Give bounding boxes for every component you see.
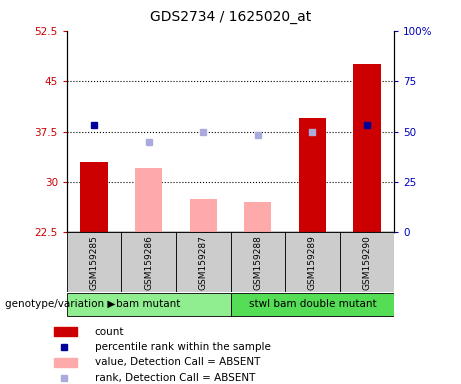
Text: GSM159286: GSM159286 (144, 235, 153, 290)
Bar (299, 118, 326, 232)
Text: GSM159288: GSM159288 (253, 235, 262, 290)
Text: GSM159289: GSM159289 (308, 235, 317, 290)
Bar (176, 232, 230, 292)
Bar (54, 358, 77, 367)
Bar (340, 232, 394, 292)
Text: rank, Detection Call = ABSENT: rank, Detection Call = ABSENT (95, 373, 255, 383)
Bar (54, 327, 77, 336)
Bar (135, 169, 162, 232)
Bar (67, 232, 121, 292)
Text: GSM159287: GSM159287 (199, 235, 208, 290)
Text: value, Detection Call = ABSENT: value, Detection Call = ABSENT (95, 358, 260, 367)
Text: GSM159285: GSM159285 (89, 235, 99, 290)
Text: genotype/variation ▶: genotype/variation ▶ (5, 299, 115, 309)
Bar (353, 64, 380, 232)
Text: GDS2734 / 1625020_at: GDS2734 / 1625020_at (150, 10, 311, 23)
Bar (244, 202, 272, 232)
Bar (67, 293, 230, 316)
Bar (81, 162, 108, 232)
Bar (230, 293, 394, 316)
Text: count: count (95, 326, 124, 337)
Text: GSM159290: GSM159290 (362, 235, 372, 290)
Text: percentile rank within the sample: percentile rank within the sample (95, 342, 271, 352)
Bar (121, 232, 176, 292)
Bar (230, 232, 285, 292)
Bar (285, 232, 340, 292)
Bar (189, 199, 217, 232)
Text: stwl bam double mutant: stwl bam double mutant (248, 299, 376, 309)
Text: bam mutant: bam mutant (117, 299, 181, 309)
